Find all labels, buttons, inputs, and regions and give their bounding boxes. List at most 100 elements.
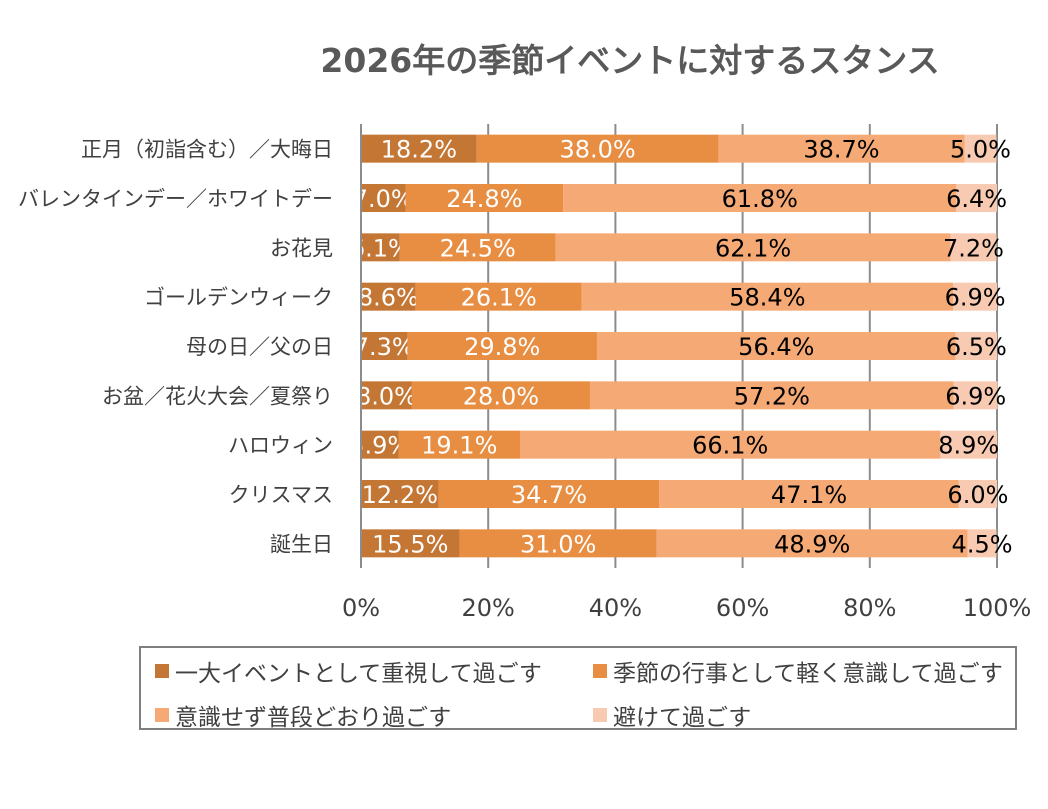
- legend-item: 意識せず普段どおり過ごす: [155, 698, 451, 732]
- legend-swatch: [155, 708, 169, 722]
- bar-segment: [438, 480, 660, 508]
- data-label: 38.0%: [559, 136, 635, 164]
- bar-segment: [940, 430, 997, 459]
- data-label: 7.3%: [354, 333, 415, 361]
- data-label: 8.9%: [938, 432, 999, 460]
- bar-segment: [555, 233, 951, 262]
- category-label: 正月（初詣含む）／大晦日: [81, 138, 333, 162]
- chart-title: 2026年の季節イベントに対するスタンス: [320, 41, 940, 80]
- legend-label: 季節の行事として軽く意識して過ごす: [613, 661, 1003, 687]
- data-label: 12.2%: [362, 481, 438, 509]
- bar-segment: [956, 184, 997, 212]
- data-label: 6.9%: [945, 284, 1006, 312]
- category-label: お盆／花火大会／夏祭り: [102, 384, 333, 408]
- bar-segment: [361, 480, 439, 508]
- data-label: 29.8%: [464, 333, 540, 361]
- legend-swatch: [593, 708, 607, 722]
- data-label: 6.0%: [947, 481, 1008, 509]
- data-label: 38.7%: [803, 136, 879, 164]
- x-tick-label: 40%: [589, 594, 642, 622]
- bar-segment: [520, 430, 941, 459]
- x-tick-label: 60%: [716, 594, 769, 622]
- legend-label: 避けて過ごす: [613, 705, 752, 731]
- data-label: 6.4%: [946, 185, 1007, 213]
- data-label: 26.1%: [461, 284, 537, 312]
- category-label: ハロウィン: [228, 434, 333, 458]
- bar-segment: [581, 282, 954, 311]
- bar-segment: [563, 184, 957, 212]
- category-label: 誕生日: [270, 532, 333, 556]
- legend-label: 一大イベントとして重視して過ごす: [175, 661, 542, 687]
- data-label: 31.0%: [520, 530, 596, 558]
- data-label: 57.2%: [734, 382, 810, 410]
- x-tick-label: 20%: [462, 594, 515, 622]
- bar-segment: [415, 282, 582, 311]
- bar-segment: [398, 430, 520, 459]
- bar-segment: [953, 381, 998, 410]
- data-label: 66.1%: [692, 432, 768, 460]
- legend: 一大イベントとして重視して過ごす 季節の行事として軽く意識して過ごす意識せず普段ど…: [139, 646, 1017, 732]
- data-label: 18.2%: [381, 136, 457, 164]
- legend-item: 避けて過ごす: [593, 698, 751, 732]
- bar-segment: [361, 184, 406, 212]
- bar-segment: [361, 529, 460, 558]
- bar-segment: [399, 233, 556, 262]
- data-label: 48.9%: [774, 530, 850, 558]
- bar-segment: [950, 233, 997, 262]
- bar-segment: [459, 529, 657, 558]
- category-label: ゴールデンウィーク: [144, 286, 333, 310]
- bar-segment: [967, 529, 997, 558]
- category-label: クリスマス: [229, 483, 333, 507]
- bar-segment: [405, 184, 564, 212]
- bar-segment: [964, 134, 997, 163]
- bar-segment: [361, 332, 408, 360]
- x-tick-label: 0%: [342, 594, 380, 622]
- bar-segment: [718, 134, 965, 163]
- data-label: 58.4%: [729, 284, 805, 312]
- bar-segment: [361, 430, 399, 459]
- bar-segment: [361, 282, 416, 311]
- bar-segment: [411, 381, 590, 410]
- data-label: 34.7%: [511, 481, 587, 509]
- bar-segment: [955, 332, 997, 360]
- data-label: 6.9%: [945, 382, 1006, 410]
- bar-segment: [361, 134, 477, 163]
- category-label: お花見: [270, 236, 333, 260]
- data-label: 19.1%: [421, 432, 497, 460]
- bar-segment: [953, 282, 997, 311]
- legend-item: 季節の行事として軽く意識して過ごす: [593, 654, 1003, 688]
- data-label: 24.8%: [446, 185, 522, 213]
- data-label: 15.5%: [372, 530, 448, 558]
- category-label: 母の日／父の日: [186, 335, 333, 359]
- data-label: 24.5%: [440, 234, 516, 262]
- x-tick-label: 100%: [963, 594, 1032, 622]
- data-label: 8.6%: [358, 284, 419, 312]
- legend-item: 一大イベントとして重視して過ごす: [155, 654, 542, 688]
- data-label: 62.1%: [715, 234, 791, 262]
- data-label: 61.8%: [722, 185, 798, 213]
- legend-label: 意識せず普段どおり過ごす: [175, 705, 452, 731]
- bar-segment: [589, 381, 954, 410]
- bar-segment: [407, 332, 597, 360]
- data-label: 47.1%: [771, 481, 847, 509]
- data-label: 7.2%: [943, 234, 1004, 262]
- bar-segment: [596, 332, 956, 360]
- legend-swatch: [593, 664, 607, 678]
- data-label: 8.0%: [356, 382, 417, 410]
- legend-swatch: [155, 664, 169, 678]
- bar-segment: [958, 480, 997, 508]
- data-label: 5.0%: [950, 136, 1011, 164]
- bar-segment: [361, 381, 412, 410]
- category-label: バレンタインデー／ホワイトデー: [18, 187, 333, 211]
- data-label: 4.5%: [952, 530, 1013, 558]
- x-tick-label: 80%: [843, 594, 896, 622]
- data-label: 56.4%: [738, 333, 814, 361]
- data-label: 6.5%: [946, 333, 1007, 361]
- bar-segment: [476, 134, 719, 163]
- bar-segment: [361, 233, 400, 262]
- data-label: 28.0%: [463, 382, 539, 410]
- bar-segment: [659, 480, 959, 508]
- bar-segment: [656, 529, 968, 558]
- data-label: 7.0%: [353, 185, 414, 213]
